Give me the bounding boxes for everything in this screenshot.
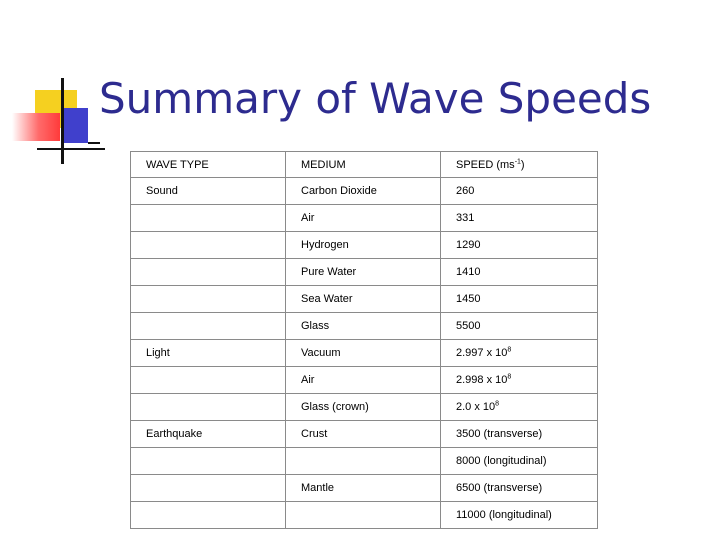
speed-value: 11000 (longitudinal)	[456, 509, 552, 521]
cell-speed: 1290	[440, 231, 598, 259]
speed-value: 6500 (transverse)	[456, 482, 543, 494]
cell-wave-type	[130, 393, 286, 421]
cell-wave-type	[130, 285, 286, 313]
table-row: Air 2.998 x 108	[130, 366, 598, 394]
cell-wave-type	[130, 366, 286, 394]
cell-medium: Air	[285, 366, 441, 394]
speed-exponent: 8	[495, 400, 500, 408]
column-header-medium: MEDIUM	[285, 151, 441, 178]
speed-header-exponent: -1	[514, 157, 521, 165]
cell-speed: 2.0 x 108	[440, 393, 598, 421]
table-row: Glass 5500	[130, 312, 598, 340]
table-row: Light Vacuum 2.997 x 108	[130, 339, 598, 367]
cell-wave-type	[130, 474, 286, 502]
speed-exponent: 8	[507, 373, 512, 381]
cell-speed: 2.998 x 108	[440, 366, 598, 394]
cell-speed: 8000 (longitudinal)	[440, 447, 598, 475]
cell-wave-type	[130, 312, 286, 340]
table-row: 11000 (longitudinal)	[130, 501, 598, 529]
cell-speed: 1450	[440, 285, 598, 313]
cell-speed: 11000 (longitudinal)	[440, 501, 598, 529]
speed-header-close: )	[520, 158, 525, 171]
cell-wave-type: Earthquake	[130, 420, 286, 448]
cell-medium: Glass	[285, 312, 441, 340]
wave-speed-table: WAVE TYPE MEDIUM SPEED (ms-1) Sound Carbo…	[130, 151, 598, 529]
cell-medium: Carbon Dioxide	[285, 177, 441, 205]
table-row: Air 331	[130, 204, 598, 232]
cell-wave-type	[130, 447, 286, 475]
cell-medium: Pure Water	[285, 258, 441, 286]
table-row: Sound Carbon Dioxide 260	[130, 177, 598, 205]
table-row: Sea Water 1450	[130, 285, 598, 313]
speed-value: 260	[456, 185, 475, 197]
cell-medium: Sea Water	[285, 285, 441, 313]
speed-exponent: 8	[507, 346, 512, 354]
cell-medium: Air	[285, 204, 441, 232]
speed-value: 1450	[456, 293, 481, 305]
cell-wave-type	[130, 258, 286, 286]
cell-speed: 331	[440, 204, 598, 232]
speed-value: 1290	[456, 239, 481, 251]
table-body: Sound Carbon Dioxide 260 Air 331 Hydrogen 1290…	[130, 177, 598, 529]
speed-value: 331	[456, 212, 475, 224]
cell-speed: 5500	[440, 312, 598, 340]
table-row: Pure Water 1410	[130, 258, 598, 286]
logo-short-line	[88, 142, 100, 144]
cell-wave-type	[130, 204, 286, 232]
speed-header-label: SPEED (ms	[456, 158, 515, 171]
cell-wave-type	[130, 231, 286, 259]
cell-wave-type: Sound	[130, 177, 286, 205]
cell-speed: 260	[440, 177, 598, 205]
table-row: 8000 (longitudinal)	[130, 447, 598, 475]
cell-medium	[285, 447, 441, 475]
speed-value: 8000 (longitudinal)	[456, 455, 547, 467]
logo-red-bar	[12, 113, 60, 141]
table-row: Glass (crown) 2.0 x 108	[130, 393, 598, 421]
table-row: Earthquake Crust 3500 (transverse)	[130, 420, 598, 448]
speed-value: 2.0 x 10	[456, 401, 496, 413]
speed-value: 3500 (transverse)	[456, 428, 543, 440]
logo-blue-square	[62, 108, 88, 143]
speed-value: 1410	[456, 266, 481, 278]
speed-value: 5500	[456, 320, 481, 332]
logo-vertical-line	[61, 78, 64, 164]
speed-value: 2.997 x 10	[456, 347, 508, 359]
page-title: Summary of Wave Speeds	[99, 74, 652, 123]
cell-speed: 2.997 x 108	[440, 339, 598, 367]
speed-value: 2.998 x 10	[456, 374, 508, 386]
cell-speed: 1410	[440, 258, 598, 286]
table-header-row: WAVE TYPE MEDIUM SPEED (ms-1)	[130, 151, 598, 178]
table-row: Hydrogen 1290	[130, 231, 598, 259]
cell-medium: Glass (crown)	[285, 393, 441, 421]
wave-speed-table-container: WAVE TYPE MEDIUM SPEED (ms-1) Sound Carbo…	[130, 151, 598, 529]
logo-horizontal-line	[37, 148, 105, 150]
column-header-wave-type: WAVE TYPE	[130, 151, 286, 178]
table-row: Mantle 6500 (transverse)	[130, 474, 598, 502]
cell-wave-type	[130, 501, 286, 529]
column-header-speed: SPEED (ms-1)	[440, 151, 598, 178]
decorative-logo	[0, 0, 110, 170]
cell-medium: Vacuum	[285, 339, 441, 367]
cell-medium: Crust	[285, 420, 441, 448]
cell-speed: 6500 (transverse)	[440, 474, 598, 502]
cell-medium: Hydrogen	[285, 231, 441, 259]
cell-medium	[285, 501, 441, 529]
cell-wave-type: Light	[130, 339, 286, 367]
cell-medium: Mantle	[285, 474, 441, 502]
cell-speed: 3500 (transverse)	[440, 420, 598, 448]
